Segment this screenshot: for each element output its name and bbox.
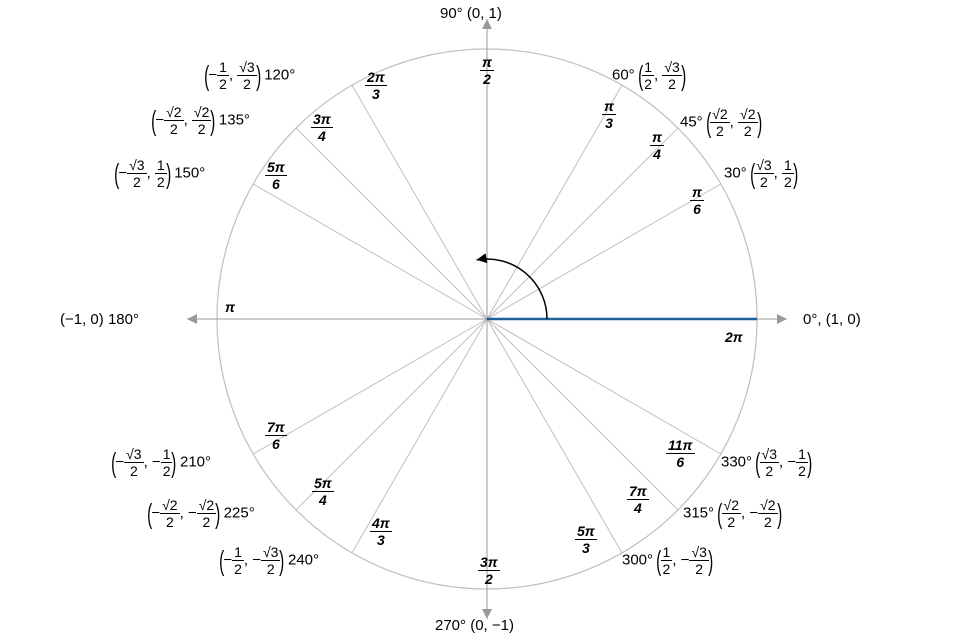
label-150: (−√32, 12) 150° — [115, 158, 205, 189]
label-45: 45° (√22, √22) — [680, 107, 761, 138]
label-60: 60° (12, √32) — [612, 60, 685, 91]
label-270: 270° (0, −1) — [435, 618, 514, 633]
unit-circle-diagram: { "diagram": { "center": { "x": 487, "y"… — [0, 0, 975, 638]
rad-90: π2 — [480, 55, 494, 86]
rad-60: π3 — [602, 99, 616, 130]
rad-315: 7π4 — [627, 484, 649, 515]
rad-270: 3π2 — [478, 555, 500, 586]
rad-120: 2π3 — [365, 70, 387, 101]
label-90: 90° (0, 1) — [440, 6, 502, 21]
label-30: 30° (√32, 12) — [724, 158, 797, 189]
label-120: (−12, √32) 120° — [205, 60, 295, 91]
label-210: (−√32, −12) 210° — [112, 447, 211, 478]
label-0: 0°, (1, 0) — [803, 312, 861, 327]
label-180: (−1, 0) 180° — [60, 312, 139, 327]
label-240: (−12, −√32) 240° — [220, 545, 319, 576]
rad-300: 5π3 — [575, 524, 597, 555]
label-300: 300° (12, −√32) — [622, 545, 712, 576]
label-225: (−√22, −√22) 225° — [148, 498, 255, 529]
rad-330: 11π6 — [666, 438, 695, 469]
rad-210: 7π6 — [265, 420, 287, 451]
rad-30: π6 — [690, 185, 704, 216]
rad-0: 2π — [725, 330, 743, 344]
label-315: 315° (√22, −√22) — [683, 498, 781, 529]
rad-150: 5π6 — [265, 160, 287, 191]
rad-180: π — [225, 300, 235, 314]
rad-135: 3π4 — [311, 112, 333, 143]
label-135: (−√22, √22) 135° — [152, 105, 250, 136]
rad-240: 4π3 — [370, 516, 392, 547]
rad-225: 5π4 — [312, 476, 334, 507]
rad-45: π4 — [650, 130, 664, 161]
label-330: 330° (√32, −12) — [721, 447, 811, 478]
